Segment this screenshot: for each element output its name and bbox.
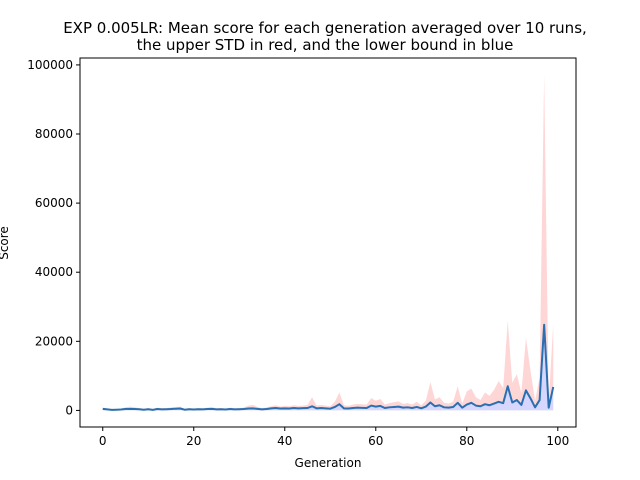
x-tick-label: 80 bbox=[459, 434, 474, 448]
y-tick-label: 100000 bbox=[27, 58, 73, 72]
y-tick-label: 60000 bbox=[35, 196, 73, 210]
y-axis-ticks: 0 20000 40000 60000 80000 100000 bbox=[27, 58, 80, 417]
y-tick-label: 0 bbox=[65, 403, 73, 417]
plot-area bbox=[102, 75, 555, 411]
y-tick-label: 40000 bbox=[35, 265, 73, 279]
x-tick-label: 100 bbox=[546, 434, 569, 448]
x-tick-label: 0 bbox=[99, 434, 107, 448]
mean-score-line bbox=[102, 323, 555, 411]
axes-frame bbox=[79, 57, 577, 428]
x-tick-label: 60 bbox=[368, 434, 383, 448]
y-axis-label: Score bbox=[0, 226, 11, 260]
x-tick-label: 20 bbox=[186, 434, 201, 448]
x-axis-ticks: 0 20 40 60 80 100 bbox=[99, 427, 569, 448]
x-tick-label: 40 bbox=[277, 434, 292, 448]
chart-title-line-2: the upper STD in red, and the lower boun… bbox=[137, 36, 514, 54]
x-axis-label: Generation bbox=[295, 456, 362, 470]
y-tick-label: 80000 bbox=[35, 127, 73, 141]
lower-bound-band bbox=[102, 324, 554, 411]
y-tick-label: 20000 bbox=[35, 334, 73, 348]
upper-std-band bbox=[102, 75, 554, 410]
chart-title-line-1: EXP 0.005LR: Mean score for each generat… bbox=[63, 19, 587, 37]
